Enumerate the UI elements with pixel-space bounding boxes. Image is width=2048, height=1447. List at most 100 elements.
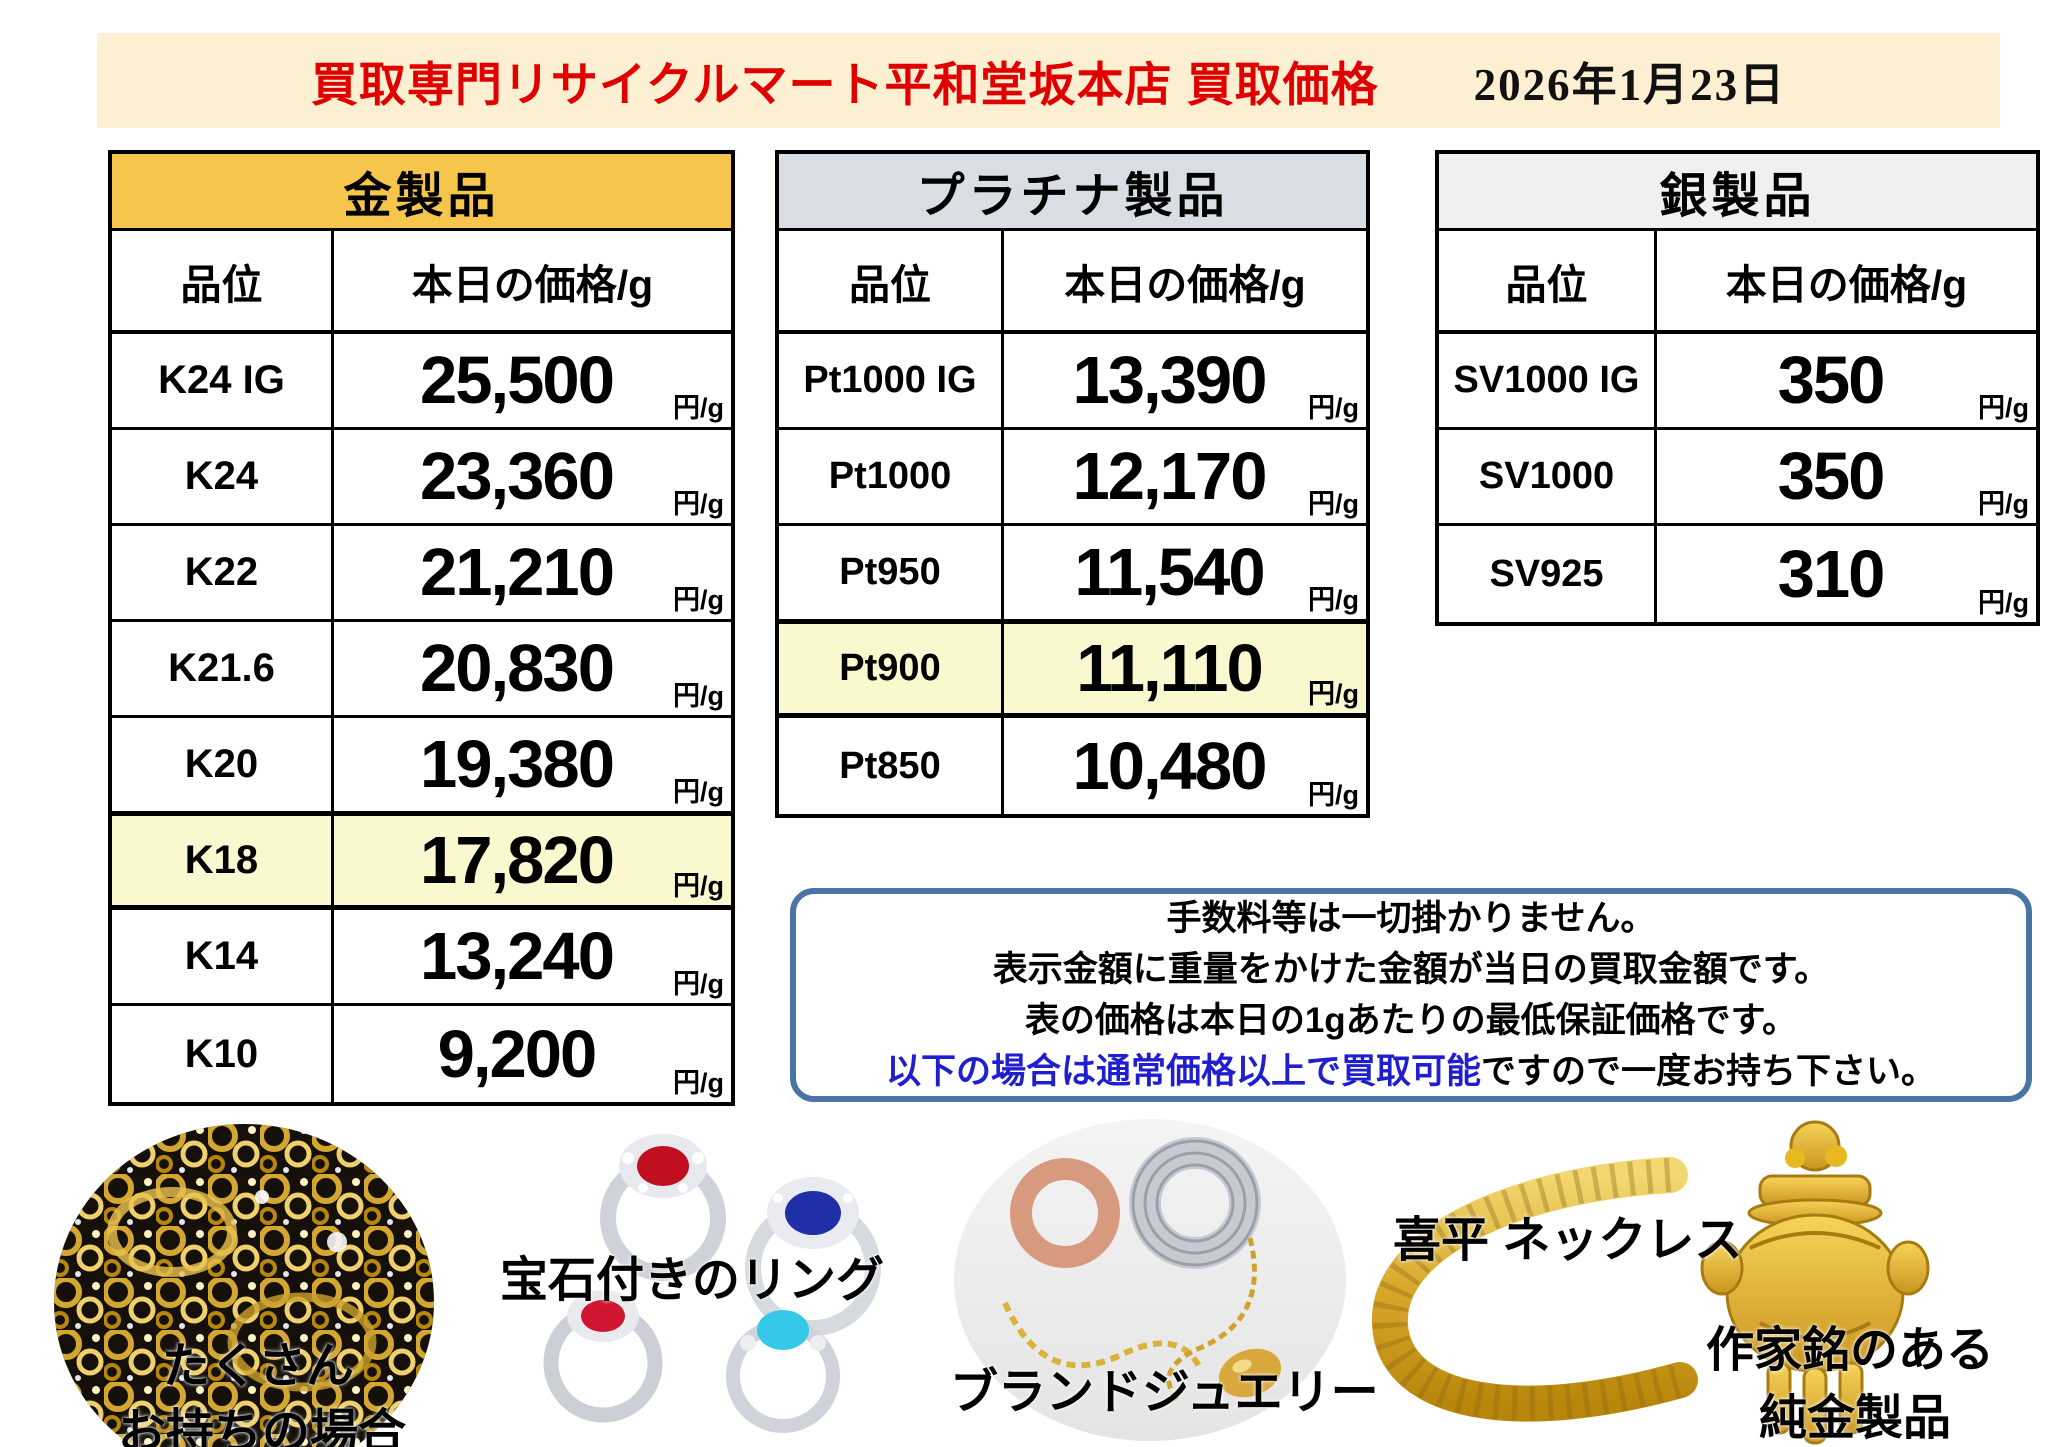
price-unit: 円/g <box>673 681 724 711</box>
column-header-row: 品位 本日の価格/g <box>1439 231 2036 334</box>
price-value: 25,500 <box>420 343 615 418</box>
notice-line: 以下の場合は通常価格以上で買取可能ですので一度お持ち下さい。 <box>886 1046 1936 1097</box>
grade-cell: Pt1000 IG <box>779 334 1004 427</box>
silver-table-title: 銀製品 <box>1439 154 2036 231</box>
price-cell: 13,390 円/g <box>1004 334 1366 427</box>
price-cell: 10,480 円/g <box>1004 718 1366 814</box>
price-unit: 円/g <box>1978 393 2029 423</box>
table-row: Pt850 10,480 円/g <box>779 718 1366 814</box>
notice-rest-text: ですので一度お持ち下さい。 <box>1481 1052 1937 1091</box>
gold-incense-burner-image <box>1700 1120 1930 1445</box>
table-row: SV1000 IG 350 円/g <box>1439 334 2036 430</box>
gold-table-title: 金製品 <box>112 154 731 231</box>
gold-pile-image <box>54 1124 434 1447</box>
price-value: 21,210 <box>420 535 615 610</box>
platinum-table-title: プラチナ製品 <box>779 154 1366 231</box>
price-value: 310 <box>1777 536 1886 612</box>
grade-cell: K22 <box>112 526 334 619</box>
price-cell: 12,170 円/g <box>1004 430 1366 523</box>
grade-column-header: 品位 <box>779 231 1004 330</box>
price-value: 12,170 <box>1072 439 1268 514</box>
price-value: 350 <box>1777 439 1886 514</box>
price-value: 13,240 <box>420 919 615 994</box>
price-unit: 円/g <box>673 489 724 519</box>
pure-gold-caption-line1: 作家銘のある <box>1705 1324 1994 1377</box>
grade-cell: K20 <box>112 718 334 811</box>
price-unit: 円/g <box>1308 780 1359 810</box>
price-unit: 円/g <box>1978 588 2029 618</box>
price-date: 2026年1月23日 <box>1473 60 1787 110</box>
table-row: SV1000 350 円/g <box>1439 430 2036 526</box>
grade-cell: K24 IG <box>112 334 334 427</box>
table-row: K24 23,360 円/g <box>112 430 731 526</box>
brand-jewelry-image <box>954 1119 1346 1441</box>
gem-rings-image <box>543 1134 881 1433</box>
grade-cell: SV1000 IG <box>1439 334 1657 427</box>
price-value: 11,540 <box>1074 535 1265 610</box>
table-row: K24 IG 25,500 円/g <box>112 334 731 430</box>
price-value: 20,830 <box>420 631 615 706</box>
grade-cell: K18 <box>112 816 334 905</box>
price-cell: 21,210 円/g <box>334 526 731 619</box>
notice-highlight-text: 以下の場合は通常価格以上で買取可能 <box>885 1052 1481 1091</box>
price-unit: 円/g <box>1308 585 1359 615</box>
price-cell: 11,540 円/g <box>1004 526 1366 619</box>
grade-cell: K10 <box>112 1006 334 1102</box>
table-row: K22 21,210 円/g <box>112 526 731 622</box>
price-cell: 17,820 円/g <box>334 816 731 905</box>
price-unit: 円/g <box>673 393 724 423</box>
grade-cell: Pt950 <box>779 526 1004 619</box>
platinum-price-table: プラチナ製品 品位 本日の価格/g Pt1000 IG 13,390 円/g Pt… <box>775 150 1370 818</box>
kihei-necklace-caption: 喜平 ネックレス <box>1393 1214 1743 1267</box>
price-cell: 20,830 円/g <box>334 622 731 715</box>
grade-cell: SV1000 <box>1439 430 1657 523</box>
price-unit: 円/g <box>673 585 724 615</box>
price-unit: 円/g <box>1308 489 1359 519</box>
price-unit: 円/g <box>1978 489 2029 519</box>
price-value: 10,480 <box>1072 728 1268 804</box>
price-unit: 円/g <box>1308 679 1359 709</box>
table-row-highlighted: K18 17,820 円/g <box>112 814 731 910</box>
table-row: K21.6 20,830 円/g <box>112 622 731 718</box>
price-column-header: 本日の価格/g <box>411 261 654 308</box>
price-value: 23,360 <box>420 439 615 514</box>
grade-cell: Pt850 <box>779 718 1004 814</box>
price-cell: 23,360 円/g <box>334 430 731 523</box>
store-title: 買取専門リサイクルマート平和堂坂本店 買取価格 <box>310 58 1379 111</box>
price-cell: 13,240 円/g <box>334 910 731 1003</box>
table-row: K10 9,200 円/g <box>112 1006 731 1102</box>
price-unit: 円/g <box>673 969 724 999</box>
table-row: SV925 310 円/g <box>1439 526 2036 622</box>
table-row: K14 13,240 円/g <box>112 910 731 1006</box>
price-cell: 9,200 円/g <box>334 1006 731 1102</box>
brand-jewelry-caption: ブランドジュエリー <box>950 1366 1379 1419</box>
grade-cell: K21.6 <box>112 622 334 715</box>
grade-cell: Pt900 <box>779 624 1004 713</box>
price-cell: 11,110 円/g <box>1004 624 1366 713</box>
grade-cell: K14 <box>112 910 334 1003</box>
grade-cell: SV925 <box>1439 526 1657 622</box>
notice-line: 手数料等は一切掛かりません。 <box>1166 899 1656 938</box>
gold-price-table: 金製品 品位 本日の価格/g K24 IG 25,500 円/g K24 23,3… <box>108 150 735 1106</box>
price-column-header: 本日の価格/g <box>1064 261 1306 308</box>
price-unit: 円/g <box>673 871 724 901</box>
price-cell: 310 円/g <box>1657 526 2036 622</box>
column-header-row: 品位 本日の価格/g <box>112 231 731 334</box>
grade-column-header: 品位 <box>1439 231 1657 330</box>
price-value: 350 <box>1777 343 1886 418</box>
price-value: 9,200 <box>437 1016 598 1092</box>
gold-pile-caption-line2: お持ちの場合 <box>117 1406 406 1447</box>
notice-box: 手数料等は一切掛かりません。 表示金額に重量をかけた金額が当日の買取金額です。 … <box>790 888 2032 1102</box>
price-value: 13,390 <box>1072 343 1268 418</box>
gem-rings-caption: 宝石付きのリング <box>500 1254 885 1307</box>
price-value: 17,820 <box>420 823 615 898</box>
gold-pile-caption-line1: たくさん <box>161 1340 354 1393</box>
header-banner: 買取専門リサイクルマート平和堂坂本店 買取価格 2026年1月23日 <box>97 33 2000 128</box>
grade-cell: Pt1000 <box>779 430 1004 523</box>
column-header-row: 品位 本日の価格/g <box>779 231 1366 334</box>
silver-price-table: 銀製品 品位 本日の価格/g SV1000 IG 350 円/g SV1000 3… <box>1435 150 2040 626</box>
price-value: 19,380 <box>420 727 615 802</box>
table-row: Pt950 11,540 円/g <box>779 526 1366 622</box>
price-cell: 19,380 円/g <box>334 718 731 811</box>
